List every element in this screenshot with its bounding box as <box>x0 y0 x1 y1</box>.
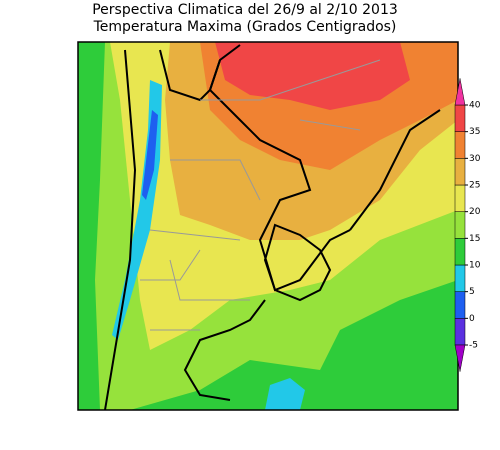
colorbar-segment <box>454 211 466 239</box>
colorbar-tick-label: 0 <box>469 314 475 324</box>
border-brazil <box>349 109 441 231</box>
colorbar-segment <box>454 131 466 159</box>
colorbar-tick-label: 30 <box>469 154 481 164</box>
colorbar-tick-label: -5 <box>469 341 478 351</box>
colorbar-high <box>454 78 466 106</box>
colorbar-tick-label: 35 <box>469 127 480 137</box>
border-chile <box>104 49 137 410</box>
border-bolivia <box>159 44 241 102</box>
colorbar-tick-label: 5 <box>469 287 475 297</box>
colorbar-segment <box>454 158 466 186</box>
region-cool <box>265 378 305 410</box>
map <box>77 41 459 411</box>
colorbar-tick-label: 40 <box>469 101 481 111</box>
colorbar-segment <box>454 264 466 292</box>
border-paraguay <box>208 59 351 292</box>
colorbar-tick-label: 15 <box>469 234 480 244</box>
colorbar-tick-label: 25 <box>469 181 480 191</box>
region-red <box>215 42 410 110</box>
colorbar-segment <box>454 104 466 132</box>
border-uruguay <box>263 223 332 302</box>
region-coast <box>78 42 105 410</box>
colorbar-tick-label: 10 <box>469 261 481 271</box>
region-andes-peak <box>142 110 158 200</box>
coast-argentina <box>183 299 266 401</box>
colorbar-low <box>454 344 466 372</box>
colorbar-segment <box>454 291 466 319</box>
colorbar-segment <box>454 184 466 212</box>
map-title: Perspectiva Climatica del 26/9 al 2/10 2… <box>92 2 398 18</box>
colorbar: -5 0 5 10 15 20 25 30 35 40 <box>454 78 481 372</box>
province-borders <box>140 59 381 331</box>
map-subtitle: Temperatura Maxima (Grados Centigrados) <box>93 19 397 35</box>
colorbar-segment <box>454 318 466 346</box>
colorbar-segment <box>454 238 466 266</box>
colorbar-tick-label: 20 <box>469 207 481 217</box>
